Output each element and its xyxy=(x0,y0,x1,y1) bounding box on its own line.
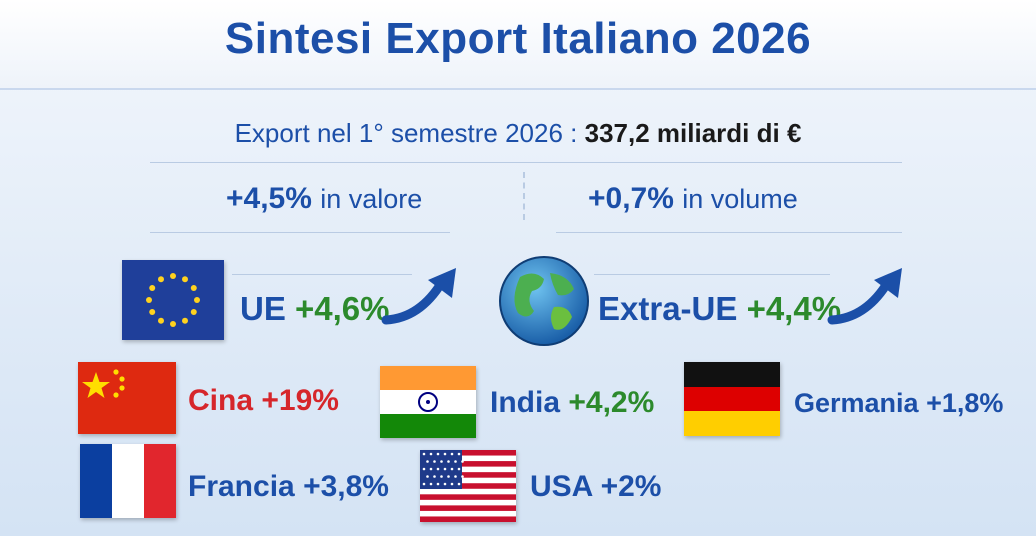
germany-flag-icon xyxy=(684,362,780,436)
extra-ue-change: +4,4% xyxy=(746,290,842,327)
country-germania-change: +1,8% xyxy=(926,388,1004,418)
country-india-name: India xyxy=(490,386,561,419)
summary-label: Export nel 1° semestre 2026 : xyxy=(234,118,578,148)
country-francia-name: Francia xyxy=(188,470,295,503)
country-cina-change: +19% xyxy=(261,384,339,417)
ue-trend-arrow-icon xyxy=(381,268,456,325)
metric-volume: +0,7% in volume xyxy=(588,182,798,216)
country-usa-change: +2% xyxy=(600,470,662,503)
divider-mid-left xyxy=(150,232,450,233)
divider-mid-right xyxy=(556,232,902,233)
france-flag-icon xyxy=(80,444,176,518)
summary-value: 337,2 miliardi di € xyxy=(584,118,802,148)
country-india-change: +4,2% xyxy=(568,386,655,419)
country-francia: Francia +3,8% xyxy=(188,470,389,504)
metric-valore-value: +4,5% xyxy=(226,182,312,215)
metric-valore: +4,5% in valore xyxy=(226,182,422,216)
page-title: Sintesi Export Italiano 2026 xyxy=(224,14,812,63)
metric-divider xyxy=(523,172,525,220)
metric-volume-value: +0,7% xyxy=(588,182,674,215)
ue-label: UE +4,6% xyxy=(240,290,390,328)
india-flag-icon xyxy=(380,366,476,438)
country-usa-name: USA xyxy=(530,470,593,503)
country-germania: Germania +1,8% xyxy=(794,388,1003,419)
eu-flag-icon xyxy=(122,260,224,340)
extra-ue-label: Extra-UE +4,4% xyxy=(598,290,841,328)
country-cina: Cina +19% xyxy=(188,384,339,418)
globe-icon xyxy=(499,256,589,346)
usa-flag-icon xyxy=(420,450,516,522)
ue-underline xyxy=(232,274,412,275)
country-usa: USA +2% xyxy=(530,470,661,504)
country-cina-name: Cina xyxy=(188,384,254,417)
ue-name: UE xyxy=(240,290,286,327)
metric-valore-label: in valore xyxy=(320,184,423,214)
metric-volume-label: in volume xyxy=(682,184,798,214)
header-band xyxy=(0,0,1036,90)
country-germania-name: Germania xyxy=(794,388,919,418)
country-india: India +4,2% xyxy=(490,386,654,420)
china-flag-icon xyxy=(78,362,176,434)
extra-underline xyxy=(594,274,830,275)
extra-ue-name: Extra-UE xyxy=(598,290,738,327)
extra-ue-trend-arrow-icon xyxy=(827,268,902,325)
export-summary: Export nel 1° semestre 2026 : 337,2 mili… xyxy=(0,118,1036,149)
divider-top xyxy=(150,162,902,163)
country-francia-change: +3,8% xyxy=(303,470,389,503)
ue-change: +4,6% xyxy=(295,290,390,327)
